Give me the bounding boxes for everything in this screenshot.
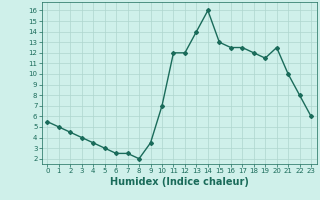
X-axis label: Humidex (Indice chaleur): Humidex (Indice chaleur) <box>110 177 249 187</box>
